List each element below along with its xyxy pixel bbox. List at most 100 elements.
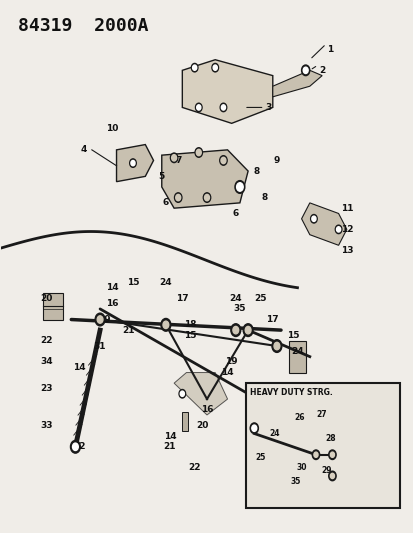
Text: 7: 7 bbox=[175, 156, 181, 165]
Circle shape bbox=[178, 390, 185, 398]
Text: 14: 14 bbox=[73, 363, 85, 372]
Text: 24: 24 bbox=[159, 278, 172, 287]
Polygon shape bbox=[174, 373, 227, 415]
Text: 8: 8 bbox=[253, 166, 259, 175]
Circle shape bbox=[221, 105, 225, 110]
Circle shape bbox=[302, 67, 307, 74]
Circle shape bbox=[310, 215, 316, 223]
Circle shape bbox=[219, 156, 227, 165]
Circle shape bbox=[311, 216, 315, 221]
Circle shape bbox=[70, 440, 80, 453]
Circle shape bbox=[196, 105, 200, 110]
Circle shape bbox=[170, 153, 177, 163]
Text: 3: 3 bbox=[265, 103, 271, 112]
Text: 20: 20 bbox=[196, 421, 209, 430]
Text: 22: 22 bbox=[40, 336, 53, 345]
Text: 22: 22 bbox=[188, 464, 200, 472]
Text: 21: 21 bbox=[122, 326, 135, 335]
Text: 30: 30 bbox=[296, 464, 306, 472]
Text: 24: 24 bbox=[269, 429, 280, 438]
Circle shape bbox=[191, 63, 197, 72]
Text: 21: 21 bbox=[164, 442, 176, 451]
Circle shape bbox=[192, 65, 196, 70]
Circle shape bbox=[174, 193, 181, 203]
Text: 24: 24 bbox=[290, 347, 303, 356]
Circle shape bbox=[236, 183, 242, 191]
Text: 19: 19 bbox=[225, 358, 237, 367]
Text: 26: 26 bbox=[294, 413, 304, 422]
Text: 19: 19 bbox=[97, 315, 110, 324]
Circle shape bbox=[129, 159, 136, 167]
Circle shape bbox=[242, 324, 252, 336]
Circle shape bbox=[195, 148, 202, 157]
Circle shape bbox=[180, 391, 184, 397]
Text: 25: 25 bbox=[254, 294, 266, 303]
Text: 16: 16 bbox=[106, 299, 119, 308]
Bar bbox=[43, 293, 63, 319]
Circle shape bbox=[72, 443, 78, 450]
Circle shape bbox=[328, 450, 335, 459]
Text: 27: 27 bbox=[316, 410, 327, 419]
Circle shape bbox=[176, 195, 180, 201]
Text: 11: 11 bbox=[340, 204, 352, 213]
Circle shape bbox=[271, 340, 281, 352]
Text: 34: 34 bbox=[40, 358, 53, 367]
Circle shape bbox=[161, 318, 171, 331]
Circle shape bbox=[233, 326, 238, 334]
Circle shape bbox=[330, 473, 334, 479]
Text: 2: 2 bbox=[318, 66, 325, 75]
Text: 24: 24 bbox=[229, 294, 242, 303]
Text: 16: 16 bbox=[200, 405, 213, 414]
Text: 6: 6 bbox=[162, 198, 169, 207]
Circle shape bbox=[171, 155, 176, 161]
Text: 29: 29 bbox=[320, 466, 331, 475]
Circle shape bbox=[249, 423, 258, 433]
Text: 23: 23 bbox=[40, 384, 53, 393]
Polygon shape bbox=[116, 144, 153, 182]
Circle shape bbox=[95, 313, 105, 326]
Text: 1: 1 bbox=[326, 45, 333, 54]
Text: 14: 14 bbox=[163, 432, 176, 441]
Text: 33: 33 bbox=[40, 421, 53, 430]
Circle shape bbox=[97, 316, 103, 323]
Circle shape bbox=[195, 103, 202, 112]
Text: 15: 15 bbox=[126, 278, 139, 287]
Text: 6: 6 bbox=[232, 209, 238, 218]
Text: HEAVY DUTY STRG.: HEAVY DUTY STRG. bbox=[249, 389, 332, 398]
Circle shape bbox=[230, 324, 240, 336]
Circle shape bbox=[336, 227, 340, 232]
Circle shape bbox=[313, 452, 317, 457]
Text: 8: 8 bbox=[261, 193, 267, 202]
Polygon shape bbox=[161, 150, 247, 208]
Text: 35: 35 bbox=[233, 304, 246, 313]
Circle shape bbox=[203, 193, 210, 203]
Circle shape bbox=[330, 452, 334, 457]
Text: 10: 10 bbox=[106, 124, 118, 133]
Circle shape bbox=[301, 65, 309, 76]
Polygon shape bbox=[182, 60, 272, 123]
Circle shape bbox=[328, 471, 335, 481]
Text: 17: 17 bbox=[176, 294, 188, 303]
Text: 12: 12 bbox=[340, 225, 352, 234]
Text: 13: 13 bbox=[340, 246, 352, 255]
Circle shape bbox=[335, 225, 341, 233]
Text: 14: 14 bbox=[221, 368, 233, 377]
Circle shape bbox=[235, 181, 244, 193]
Text: 28: 28 bbox=[324, 434, 335, 443]
Text: 15: 15 bbox=[184, 331, 196, 340]
Circle shape bbox=[221, 157, 225, 164]
Text: 15: 15 bbox=[286, 331, 299, 340]
Text: 14: 14 bbox=[106, 283, 119, 292]
Circle shape bbox=[163, 321, 169, 328]
Text: 31: 31 bbox=[94, 342, 106, 351]
Polygon shape bbox=[272, 70, 321, 97]
Circle shape bbox=[311, 450, 319, 459]
Text: 18: 18 bbox=[184, 320, 196, 329]
Circle shape bbox=[211, 63, 218, 72]
Circle shape bbox=[204, 195, 209, 201]
Text: 20: 20 bbox=[40, 294, 53, 303]
Text: 17: 17 bbox=[266, 315, 278, 324]
Circle shape bbox=[196, 149, 201, 156]
Text: 84319  2000A: 84319 2000A bbox=[18, 17, 148, 35]
Text: 25: 25 bbox=[255, 453, 265, 462]
